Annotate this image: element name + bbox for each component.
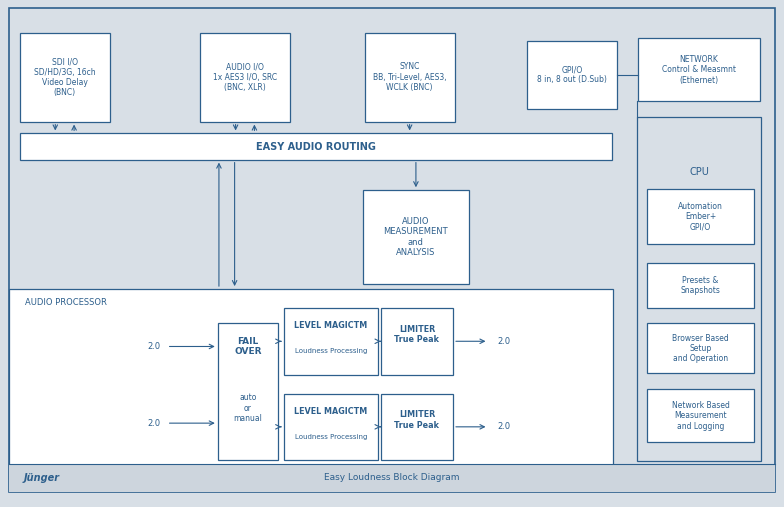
Text: AUDIO
MEASUREMENT
and
ANALYSIS: AUDIO MEASUREMENT and ANALYSIS: [383, 217, 448, 257]
Text: LIMITER
True Peak: LIMITER True Peak: [394, 325, 439, 344]
Text: auto
or
manual: auto or manual: [234, 393, 263, 423]
Text: Automation
Ember+
GPI/O: Automation Ember+ GPI/O: [678, 202, 723, 232]
Text: NETWORK
Control & Measmnt
(Ethernet): NETWORK Control & Measmnt (Ethernet): [662, 55, 736, 85]
Text: LEVEL MAGICTM: LEVEL MAGICTM: [294, 407, 368, 416]
Text: Loudness Processing: Loudness Processing: [295, 434, 367, 440]
Bar: [381, 393, 453, 460]
Text: Loudness Processing: Loudness Processing: [295, 348, 367, 354]
Bar: [284, 308, 378, 375]
Text: 2.0: 2.0: [147, 419, 161, 427]
Text: GPI/O
8 in, 8 out (D.Sub): GPI/O 8 in, 8 out (D.Sub): [537, 65, 607, 85]
Bar: [638, 38, 760, 101]
Bar: [637, 117, 761, 461]
Bar: [647, 263, 754, 308]
Text: Easy Loudness Block Diagram: Easy Loudness Block Diagram: [325, 474, 459, 482]
Text: FAIL
OVER: FAIL OVER: [234, 337, 262, 356]
Text: CPU: CPU: [689, 167, 710, 177]
Text: Jünger: Jünger: [24, 473, 60, 483]
Bar: [647, 189, 754, 244]
Text: SDI I/O
SD/HD/3G, 16ch
Video Delay
(BNC): SDI I/O SD/HD/3G, 16ch Video Delay (BNC): [34, 57, 96, 97]
Bar: [647, 389, 754, 443]
Text: LEVEL MAGICTM: LEVEL MAGICTM: [294, 321, 368, 331]
Text: Network Based
Measurement
and Logging: Network Based Measurement and Logging: [672, 401, 729, 430]
Text: 2.0: 2.0: [498, 422, 511, 431]
Bar: [200, 33, 290, 122]
Bar: [381, 308, 453, 375]
Bar: [527, 41, 617, 109]
Bar: [218, 323, 278, 460]
Bar: [9, 289, 613, 479]
Bar: [363, 190, 469, 284]
Text: AUDIO I/O
1x AES3 I/O, SRC
(BNC, XLR): AUDIO I/O 1x AES3 I/O, SRC (BNC, XLR): [213, 62, 277, 92]
Text: SYNC
BB, Tri-Level, AES3,
WCLK (BNC): SYNC BB, Tri-Level, AES3, WCLK (BNC): [373, 62, 446, 92]
Text: 2.0: 2.0: [498, 337, 511, 346]
Text: EASY AUDIO ROUTING: EASY AUDIO ROUTING: [256, 141, 376, 152]
Text: AUDIO PROCESSOR: AUDIO PROCESSOR: [25, 298, 107, 307]
Text: 2.0: 2.0: [147, 342, 161, 351]
Text: LIMITER
True Peak: LIMITER True Peak: [394, 411, 439, 430]
Bar: [20, 33, 110, 122]
Bar: [647, 323, 754, 374]
Text: Presets &
Snapshots: Presets & Snapshots: [681, 276, 720, 295]
Text: Browser Based
Setup
and Operation: Browser Based Setup and Operation: [672, 334, 729, 364]
Bar: [20, 133, 612, 160]
Bar: [284, 393, 378, 460]
Bar: [9, 464, 775, 492]
Bar: [365, 33, 455, 122]
